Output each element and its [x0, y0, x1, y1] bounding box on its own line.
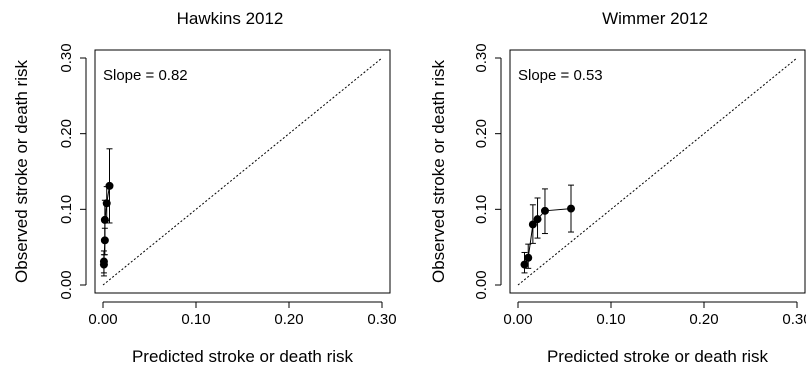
panel-hawkins: Hawkins 2012 0.00 0.10 0.20 0.30 Predicted st…	[12, 9, 397, 366]
plot-frame	[94, 49, 391, 294]
x-axis-title: Predicted stroke or death risk	[547, 347, 769, 366]
y-axis-title: Observed stroke or death risk	[429, 60, 448, 283]
data-point	[528, 220, 537, 229]
x-tick-label: 0.30	[367, 311, 396, 328]
data-point	[102, 199, 111, 208]
data-point	[105, 181, 114, 190]
reference-line	[517, 57, 798, 286]
x-tick-label: 0.00	[88, 311, 117, 328]
panel-wimmer: Wimmer 2012 0.00 0.10 0.20 0.30 Predicted str…	[429, 9, 806, 366]
x-tick-label: 0.20	[689, 311, 718, 328]
y-tick-label: 0.20	[58, 119, 75, 148]
y-axis-title: Observed stroke or death risk	[12, 60, 31, 283]
plot-frame	[509, 49, 806, 294]
y-tick-label: 0.30	[473, 43, 490, 72]
chart-title: Wimmer 2012	[602, 9, 708, 28]
y-tick-label: 0.20	[473, 119, 490, 148]
x-tick-label: 0.20	[274, 311, 303, 328]
data-point	[524, 253, 533, 262]
y-tick-label: 0.10	[473, 195, 490, 224]
data-point	[99, 257, 108, 266]
chart-title: Hawkins 2012	[177, 9, 284, 28]
data-point	[520, 260, 529, 269]
x-axis-title: Predicted stroke or death risk	[132, 347, 354, 366]
y-tick-label: 0.00	[473, 270, 490, 299]
y-tick-label: 0.30	[58, 43, 75, 72]
data-point	[567, 204, 576, 213]
y-tick-label: 0.10	[58, 195, 75, 224]
slope-annotation: Slope = 0.82	[103, 67, 188, 84]
slope-annotation: Slope = 0.53	[518, 67, 603, 84]
reference-line	[102, 57, 383, 286]
x-tick-label: 0.10	[181, 311, 210, 328]
x-tick-label: 0.30	[782, 311, 806, 328]
x-tick-label: 0.10	[596, 311, 625, 328]
data-point	[100, 236, 109, 245]
data-point	[533, 215, 542, 224]
y-tick-label: 0.00	[58, 270, 75, 299]
x-tick-label: 0.00	[503, 311, 532, 328]
data-point	[540, 206, 549, 215]
